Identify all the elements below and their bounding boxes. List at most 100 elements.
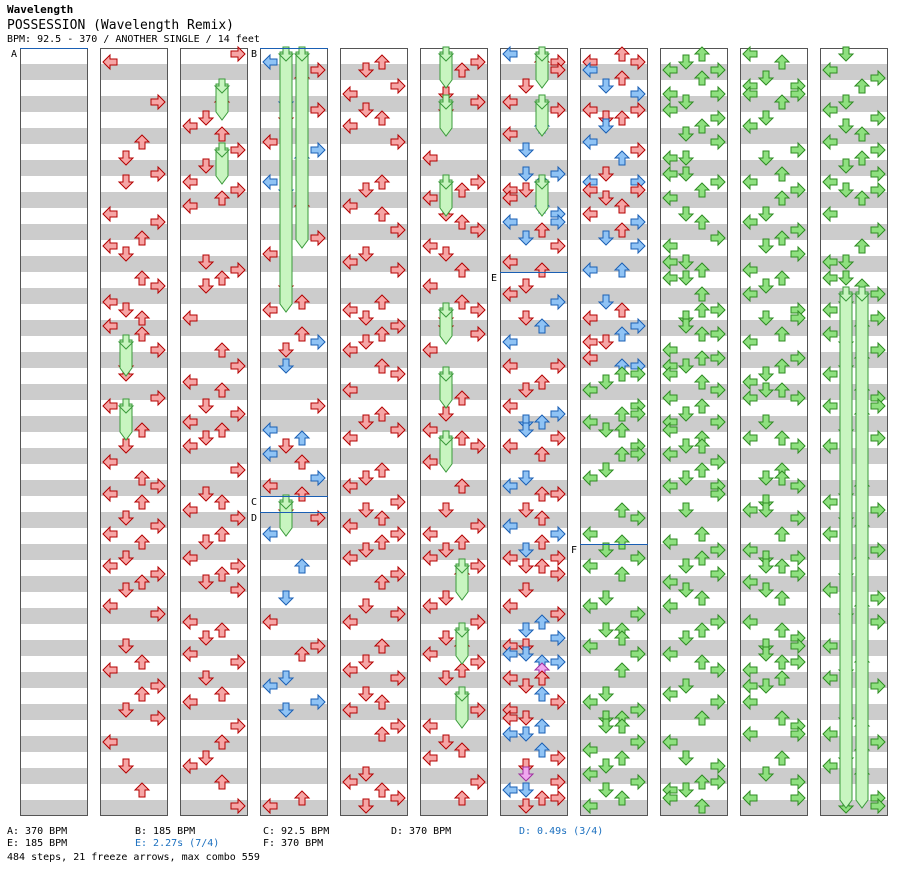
stripe bbox=[180, 128, 248, 144]
step-arrow-l bbox=[182, 117, 198, 135]
step-arrow-u bbox=[693, 70, 711, 86]
step-arrow-r bbox=[790, 221, 806, 239]
freeze-arrow bbox=[279, 499, 293, 537]
stripe bbox=[500, 320, 568, 336]
step-arrow-u bbox=[453, 430, 471, 446]
step-arrow-u bbox=[693, 374, 711, 390]
step-arrow-u bbox=[533, 318, 551, 334]
step-arrow-u bbox=[693, 302, 711, 318]
step-arrow-u bbox=[613, 406, 631, 422]
step-arrow-l bbox=[262, 477, 278, 495]
step-arrow-d bbox=[197, 398, 215, 414]
step-arrow-d bbox=[597, 462, 615, 478]
step-arrow-l bbox=[422, 749, 438, 767]
step-arrow-l bbox=[102, 525, 118, 543]
step-arrow-d bbox=[517, 678, 535, 694]
step-arrow-u bbox=[773, 558, 791, 574]
step-arrow-u bbox=[773, 654, 791, 670]
step-arrow-l bbox=[822, 269, 838, 287]
step-arrow-u bbox=[773, 430, 791, 446]
step-arrow-l bbox=[502, 357, 518, 375]
step-arrow-d bbox=[757, 678, 775, 694]
stripe bbox=[100, 544, 168, 560]
step-arrow-l bbox=[342, 549, 358, 567]
step-arrow-u bbox=[853, 238, 871, 254]
step-arrow-l bbox=[662, 477, 678, 495]
chart-column bbox=[180, 48, 248, 816]
step-arrow-d bbox=[197, 430, 215, 446]
step-arrow-u bbox=[533, 670, 551, 686]
step-arrow-l bbox=[582, 765, 598, 783]
step-arrow-d bbox=[357, 502, 375, 518]
step-arrow-l bbox=[502, 397, 518, 415]
step-arrow-u bbox=[453, 390, 471, 406]
step-arrow-u bbox=[693, 46, 711, 62]
step-arrow-u bbox=[693, 118, 711, 134]
step-arrow-l bbox=[742, 389, 758, 407]
step-arrow-d bbox=[517, 766, 535, 782]
freeze-arrow bbox=[439, 51, 453, 89]
step-arrow-l bbox=[582, 693, 598, 711]
stripe bbox=[420, 128, 488, 144]
step-arrow-r bbox=[870, 309, 886, 327]
step-arrow-d bbox=[197, 158, 215, 174]
step-arrow-d bbox=[277, 438, 295, 454]
step-arrow-d bbox=[117, 550, 135, 566]
step-arrow-l bbox=[582, 797, 598, 815]
step-arrow-u bbox=[773, 166, 791, 182]
step-arrow-l bbox=[102, 317, 118, 335]
step-arrow-r bbox=[390, 365, 406, 383]
step-arrow-r bbox=[870, 165, 886, 183]
step-arrow-r bbox=[390, 421, 406, 439]
step-arrow-l bbox=[662, 421, 678, 439]
step-arrow-d bbox=[517, 382, 535, 398]
chart-column bbox=[660, 48, 728, 816]
step-arrow-r bbox=[550, 357, 566, 375]
stripe bbox=[660, 704, 728, 720]
step-arrow-l bbox=[742, 85, 758, 103]
stripe bbox=[740, 448, 808, 464]
stripe bbox=[180, 160, 248, 176]
step-arrow-d bbox=[677, 358, 695, 374]
step-arrow-r bbox=[630, 141, 646, 159]
step-arrow-r bbox=[550, 773, 566, 791]
step-arrow-r bbox=[870, 141, 886, 159]
step-arrow-l bbox=[742, 333, 758, 351]
step-arrow-d bbox=[757, 582, 775, 598]
step-arrow-d bbox=[517, 78, 535, 94]
step-arrow-d bbox=[597, 590, 615, 606]
stripe bbox=[20, 224, 88, 240]
stripe bbox=[20, 160, 88, 176]
step-arrow-r bbox=[390, 77, 406, 95]
freeze-arrow bbox=[439, 99, 453, 137]
step-arrow-l bbox=[822, 669, 838, 687]
step-arrow-d bbox=[757, 150, 775, 166]
stripe bbox=[580, 480, 648, 496]
step-arrow-d bbox=[277, 342, 295, 358]
step-arrow-d bbox=[197, 486, 215, 502]
freeze-arrow bbox=[839, 291, 853, 809]
step-arrow-u bbox=[373, 54, 391, 70]
step-arrow-l bbox=[822, 437, 838, 455]
step-arrow-r bbox=[550, 293, 566, 311]
step-arrow-d bbox=[517, 230, 535, 246]
stripe bbox=[340, 96, 408, 112]
stripe bbox=[20, 128, 88, 144]
step-arrow-r bbox=[550, 789, 566, 807]
step-arrow-d bbox=[597, 622, 615, 638]
step-arrow-u bbox=[293, 326, 311, 342]
step-arrow-l bbox=[342, 701, 358, 719]
step-arrow-u bbox=[133, 470, 151, 486]
step-arrow-u bbox=[213, 686, 231, 702]
freeze-arrow bbox=[215, 83, 229, 121]
step-arrow-u bbox=[613, 222, 631, 238]
stripe bbox=[260, 192, 328, 208]
step-arrow-l bbox=[742, 573, 758, 591]
step-arrow-u bbox=[373, 534, 391, 550]
freeze-arrow bbox=[455, 691, 469, 729]
step-arrow-d bbox=[597, 542, 615, 558]
freeze-head bbox=[437, 366, 455, 382]
step-arrow-l bbox=[102, 661, 118, 679]
step-arrow-u bbox=[693, 798, 711, 814]
step-arrow-r bbox=[790, 477, 806, 495]
